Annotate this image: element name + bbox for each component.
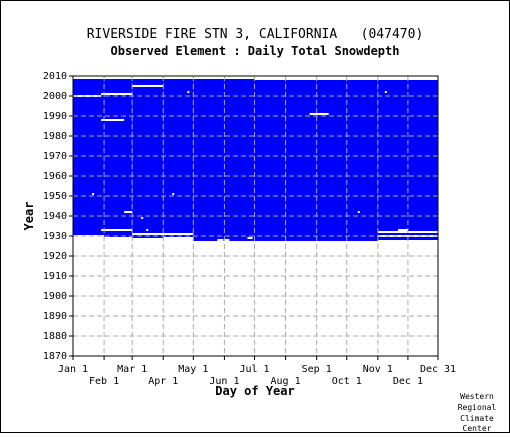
x-tick-label-121: May 1 xyxy=(178,364,208,375)
y-tick-label-1890: 1890 xyxy=(43,311,67,322)
credit-line-1: Western xyxy=(460,392,494,401)
missing-segment-3 xyxy=(132,85,164,87)
y-tick-label-1980: 1980 xyxy=(43,131,67,142)
missing-segment-8 xyxy=(217,239,224,241)
x-tick-label-32: Feb 1 xyxy=(89,376,119,387)
x-tick-label-182: Jul 1 xyxy=(239,364,269,375)
missing-segment-10 xyxy=(247,237,253,239)
y-tick-label-1880: 1880 xyxy=(43,331,67,342)
y-tick-label-1950: 1950 xyxy=(43,191,67,202)
missing-segment-19 xyxy=(172,193,175,195)
x-tick-label-152: Jun 1 xyxy=(209,376,239,387)
missing-segment-1 xyxy=(101,93,133,95)
y-tick-label-1940: 1940 xyxy=(43,211,67,222)
data-block-5 xyxy=(254,80,378,241)
y-tick-label-1920: 1920 xyxy=(43,251,67,262)
x-tick-label-335: Dec 1 xyxy=(393,376,423,387)
data-blocks xyxy=(73,79,438,241)
x-tick-label-244: Sep 1 xyxy=(302,364,332,375)
missing-segment-9 xyxy=(224,239,230,241)
x-tick-label-1: Jan 1 xyxy=(58,364,88,375)
x-tick-label-365: Dec 31 xyxy=(420,364,456,375)
y-tick-label-1910: 1910 xyxy=(43,271,67,282)
data-block-1 xyxy=(104,79,133,237)
credit-block: Western Regional Climate Center xyxy=(458,392,497,433)
y-tick-label-1900: 1900 xyxy=(43,291,67,302)
y-tick-label-1990: 1990 xyxy=(43,111,67,122)
missing-segment-2 xyxy=(101,119,125,121)
x-tick-label-274: Oct 1 xyxy=(332,376,362,387)
x-tick-label-305: Nov 1 xyxy=(363,364,393,375)
missing-segment-7 xyxy=(132,233,194,235)
x-tick-label-60: Mar 1 xyxy=(117,364,147,375)
y-tick-label-2000: 2000 xyxy=(43,91,67,102)
y-tick-label-1870: 1870 xyxy=(43,351,67,362)
y-tick-label-2010: 2010 xyxy=(43,71,67,82)
missing-segment-18 xyxy=(92,193,95,195)
x-tick-labels: Jan 1 Mar 1 May 1 Jul 1 Sep 1 Nov 1 Dec 31 Feb … xyxy=(58,356,456,387)
x-tick-label-91: Apr 1 xyxy=(148,376,178,387)
data-block-2 xyxy=(132,79,164,238)
missing-segment-13 xyxy=(397,229,408,231)
credit-line-4: Center xyxy=(463,424,492,432)
missing-segment-20 xyxy=(384,91,387,93)
missing-segment-17 xyxy=(141,217,144,219)
missing-segment-15 xyxy=(357,211,360,213)
missing-segment-0 xyxy=(73,95,102,97)
x-axis-label: Day of Year xyxy=(215,384,294,398)
missing-segment-5 xyxy=(124,211,133,213)
chart-subtitle: Observed Element : Daily Total Snowdepth xyxy=(111,44,400,58)
chart-title: RIVERSIDE FIRE STN 3, CALIFORNIA (047470… xyxy=(87,27,424,42)
y-tick-labels: 1870 1880 1890 1900 1910 1920 1930 1940 1950 1960… xyxy=(43,71,73,362)
credit-line-2: Regional xyxy=(458,403,497,412)
missing-segment-6 xyxy=(101,229,133,231)
y-tick-label-1970: 1970 xyxy=(43,151,67,162)
y-axis-label: Year xyxy=(22,202,36,231)
data-block-4 xyxy=(193,79,255,241)
data-block-0 xyxy=(73,79,105,235)
missing-segment-4 xyxy=(309,113,329,115)
data-block-3 xyxy=(163,79,194,237)
missing-segment-16 xyxy=(187,91,190,93)
missing-segment-14 xyxy=(146,229,149,231)
y-tick-label-1960: 1960 xyxy=(43,171,67,182)
credit-line-3: Climate xyxy=(460,414,494,423)
y-tick-label-1930: 1930 xyxy=(43,231,67,242)
x-tick-label-213: Aug 1 xyxy=(271,376,301,387)
